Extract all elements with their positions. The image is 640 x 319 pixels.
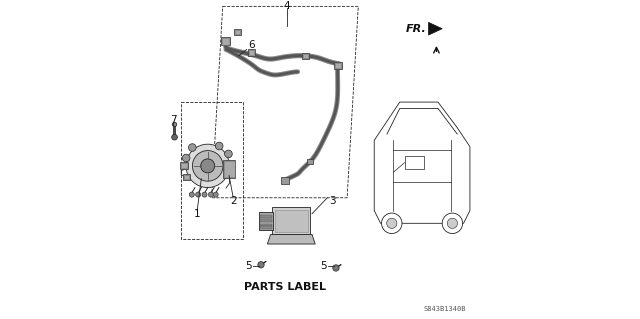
Bar xyxy=(333,62,342,69)
Circle shape xyxy=(202,192,207,197)
Text: S843B1340B: S843B1340B xyxy=(423,307,466,312)
Text: 7: 7 xyxy=(170,115,177,125)
Text: 4: 4 xyxy=(283,1,290,11)
Bar xyxy=(307,159,313,164)
Text: 5: 5 xyxy=(245,261,252,271)
Circle shape xyxy=(172,122,177,127)
Bar xyxy=(260,219,272,222)
Circle shape xyxy=(333,265,339,271)
Bar xyxy=(181,163,188,168)
Bar xyxy=(221,38,230,46)
Circle shape xyxy=(225,150,232,158)
Circle shape xyxy=(387,218,397,228)
Bar xyxy=(260,215,272,218)
Bar xyxy=(259,212,273,230)
Circle shape xyxy=(196,192,201,197)
Bar xyxy=(249,50,254,55)
Bar xyxy=(302,53,309,59)
Circle shape xyxy=(209,192,214,197)
Circle shape xyxy=(381,213,402,234)
Bar xyxy=(260,226,272,229)
Circle shape xyxy=(193,151,223,181)
Circle shape xyxy=(258,262,264,268)
Text: 5: 5 xyxy=(320,261,326,271)
Circle shape xyxy=(442,213,463,234)
Bar xyxy=(223,160,236,178)
Circle shape xyxy=(216,142,223,150)
Text: FR.: FR. xyxy=(406,24,427,34)
Bar xyxy=(272,207,310,234)
Bar xyxy=(234,30,239,34)
Circle shape xyxy=(189,192,195,197)
Polygon shape xyxy=(428,22,442,35)
Bar xyxy=(248,49,255,56)
Bar xyxy=(281,177,289,184)
Bar xyxy=(180,162,188,169)
Circle shape xyxy=(213,192,218,197)
Text: 1: 1 xyxy=(194,209,200,219)
Bar xyxy=(184,174,190,180)
Circle shape xyxy=(186,144,229,188)
Polygon shape xyxy=(268,234,316,244)
Bar xyxy=(275,210,308,232)
Circle shape xyxy=(182,154,190,162)
Bar xyxy=(335,63,340,68)
Bar xyxy=(222,39,229,44)
Circle shape xyxy=(172,134,177,140)
Bar xyxy=(260,224,272,226)
Circle shape xyxy=(201,159,215,173)
Bar xyxy=(224,161,234,177)
Text: 6: 6 xyxy=(248,40,255,50)
Bar xyxy=(404,156,424,169)
Bar xyxy=(303,54,308,58)
Bar xyxy=(184,175,189,179)
Bar xyxy=(234,29,241,35)
Circle shape xyxy=(189,144,196,152)
Circle shape xyxy=(447,218,458,228)
Text: 2: 2 xyxy=(230,196,237,206)
Text: PARTS LABEL: PARTS LABEL xyxy=(244,282,326,292)
Text: 3: 3 xyxy=(329,196,335,206)
